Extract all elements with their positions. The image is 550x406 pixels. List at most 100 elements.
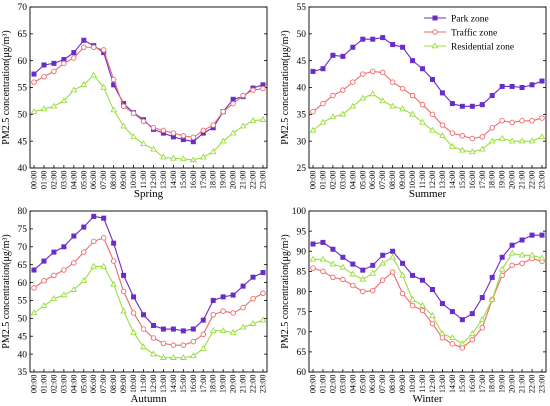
- data-point: [319, 118, 327, 125]
- series-park-zone: [310, 232, 545, 323]
- y-tick-label: 60: [18, 57, 28, 67]
- data-point: [200, 127, 207, 134]
- x-tick-label: 04:00: [348, 375, 357, 394]
- series-line: [33, 39, 264, 143]
- x-tick-label: 01:00: [318, 375, 327, 394]
- x-tick-label: 18:00: [209, 375, 218, 394]
- data-point: [130, 110, 137, 117]
- data-point: [508, 137, 516, 144]
- data-point: [449, 334, 456, 341]
- data-point: [230, 292, 236, 298]
- data-point: [100, 47, 107, 53]
- data-point: [130, 310, 137, 316]
- x-tick-label: 09:00: [398, 375, 407, 394]
- data-point: [449, 309, 455, 315]
- data-point: [369, 68, 376, 75]
- data-point: [259, 316, 267, 323]
- x-tick-label: 19:00: [498, 171, 507, 190]
- x-tick-label: 09:00: [119, 375, 128, 394]
- x-tick-label: 06:00: [89, 171, 98, 190]
- data-point: [41, 258, 47, 264]
- data-point: [529, 118, 535, 124]
- chart-title: Spring: [134, 188, 164, 200]
- data-point: [529, 82, 535, 88]
- data-point: [31, 267, 37, 273]
- data-point: [199, 345, 207, 351]
- data-point: [369, 269, 377, 276]
- x-tick-label: 04:00: [69, 375, 78, 394]
- data-point: [439, 301, 445, 307]
- x-tick-label: 12:00: [428, 375, 437, 394]
- data-point: [499, 254, 505, 260]
- data-point: [180, 342, 187, 348]
- data-point: [539, 115, 545, 121]
- y-tick-label: 55: [18, 84, 28, 94]
- x-tick-label: 12:00: [428, 171, 437, 190]
- data-point: [260, 85, 266, 92]
- data-point: [329, 260, 337, 267]
- data-point: [468, 330, 476, 337]
- data-point: [220, 108, 226, 115]
- data-point: [350, 44, 356, 50]
- data-point: [479, 102, 485, 108]
- data-point: [31, 285, 37, 291]
- x-tick-label: 14:00: [448, 375, 457, 394]
- data-point: [420, 277, 426, 283]
- data-point: [310, 108, 316, 115]
- data-point: [489, 93, 495, 99]
- y-tick-label: 40: [297, 84, 307, 94]
- data-point: [400, 44, 406, 50]
- data-point: [170, 353, 177, 360]
- data-point: [31, 71, 37, 77]
- x-tick-label: 23:00: [538, 171, 547, 190]
- data-point: [409, 302, 416, 309]
- data-point: [469, 103, 475, 109]
- data-point: [349, 270, 357, 277]
- chart-title: Summer: [409, 188, 447, 200]
- data-point: [528, 251, 536, 258]
- data-point: [120, 307, 127, 314]
- y-tick-label: 40: [18, 164, 28, 174]
- data-point: [81, 37, 87, 43]
- data-point: [220, 308, 226, 314]
- y-tick-label: 35: [18, 368, 28, 378]
- y-tick-label: 95: [297, 227, 307, 237]
- data-point: [61, 60, 67, 67]
- data-point: [180, 328, 186, 334]
- data-point: [61, 244, 67, 250]
- series-park-zone: [31, 213, 266, 334]
- data-point: [190, 134, 197, 141]
- series-residential-zone: [309, 249, 546, 347]
- data-point: [240, 283, 246, 289]
- x-tick-label: 11:00: [418, 375, 427, 393]
- data-point: [190, 326, 196, 332]
- data-point: [200, 317, 206, 323]
- x-tick-label: 08:00: [109, 375, 118, 394]
- data-point: [61, 267, 67, 273]
- data-point: [429, 311, 436, 318]
- x-tick-label: 07:00: [378, 375, 387, 394]
- data-point: [399, 105, 406, 112]
- data-point: [468, 148, 476, 155]
- y-tick-label: 40: [18, 350, 28, 360]
- data-point: [51, 249, 57, 255]
- x-tick-label: 18:00: [488, 375, 497, 394]
- data-point: [529, 232, 535, 238]
- data-point: [160, 326, 166, 332]
- series-residential-zone: [30, 262, 267, 360]
- series-line: [33, 215, 264, 332]
- data-point: [340, 87, 346, 93]
- x-tick-label: 12:00: [149, 375, 158, 394]
- data-point: [81, 44, 87, 51]
- data-point: [219, 327, 227, 334]
- data-point: [220, 294, 226, 300]
- y-tick-label: 80: [297, 288, 307, 298]
- data-point: [41, 278, 47, 284]
- data-point: [469, 311, 475, 317]
- data-point: [459, 317, 465, 323]
- data-point: [320, 239, 326, 245]
- legend-marker: [431, 42, 439, 49]
- data-point: [449, 130, 456, 136]
- y-tick-label: 75: [18, 225, 28, 235]
